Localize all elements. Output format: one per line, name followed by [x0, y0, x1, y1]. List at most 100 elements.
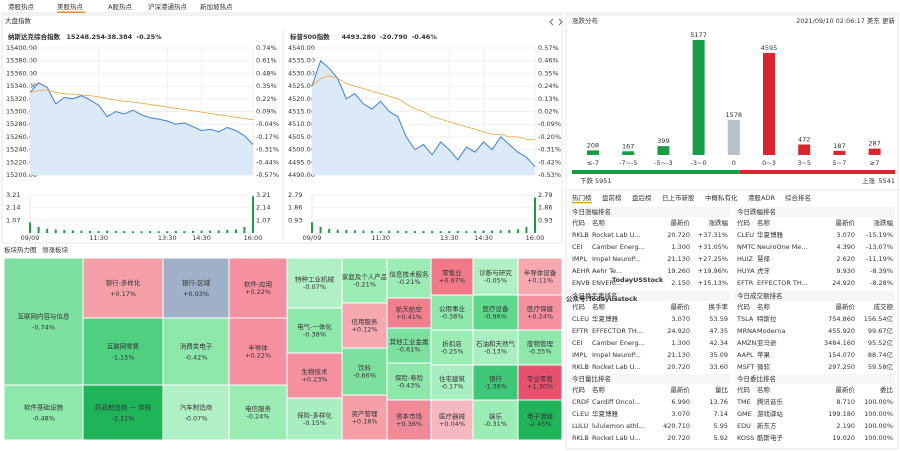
- sector-tile[interactable]: [517, 364, 563, 401]
- table-cell[interactable]: ENVERI...: [592, 279, 622, 287]
- table-cell[interactable]: Rocket Lab U...: [592, 363, 641, 371]
- table-cell[interactable]: TME: [736, 398, 751, 406]
- sector-tile[interactable]: [228, 384, 288, 441]
- sector-tile[interactable]: [430, 364, 474, 401]
- sector-tile[interactable]: [517, 399, 563, 441]
- table-cell[interactable]: 虎牙: [757, 266, 771, 275]
- rank-tab[interactable]: 盘后榜: [632, 193, 652, 202]
- table-cell[interactable]: EDU: [737, 422, 751, 430]
- sector-tile[interactable]: [82, 317, 164, 386]
- sector-tile[interactable]: [162, 317, 230, 386]
- table-cell[interactable]: EFFECTOR TH...: [757, 279, 808, 287]
- table-cell[interactable]: Impel NeuroP...: [592, 255, 641, 263]
- table-cell[interactable]: EFFECTOR TH...: [592, 327, 643, 335]
- table-cell[interactable]: AMZN: [737, 339, 757, 347]
- heatmap-tab[interactable]: 板块热力图: [4, 245, 37, 254]
- table-cell[interactable]: NMTC: [737, 243, 756, 251]
- table-cell[interactable]: IMPL: [572, 351, 587, 359]
- table-cell[interactable]: MSFT: [737, 363, 754, 371]
- sector-tile[interactable]: [430, 294, 474, 331]
- top-tab[interactable]: 美股热点: [57, 2, 84, 11]
- sector-tile[interactable]: [228, 257, 288, 319]
- table-cell[interactable]: CLEU: [572, 315, 589, 323]
- table-cell[interactable]: NeuroOne Me...: [757, 243, 808, 251]
- table-cell[interactable]: 游戏驿站: [757, 409, 784, 418]
- sector-change: -0.07%: [185, 415, 208, 423]
- table-cell[interactable]: 华夏博雅: [757, 230, 784, 239]
- table-cell[interactable]: RKLB: [572, 434, 589, 442]
- table-cell[interactable]: 慧择: [757, 254, 771, 263]
- table-cell[interactable]: KOSS: [737, 434, 754, 442]
- table-cell[interactable]: Impel NeuroP...: [592, 351, 641, 359]
- sector-tile[interactable]: [430, 399, 474, 441]
- table-cell[interactable]: CLEU: [572, 410, 589, 418]
- table-cell[interactable]: Camber Energ...: [592, 339, 645, 347]
- top-tab[interactable]: A股热点: [108, 2, 132, 11]
- table-cell[interactable]: ENVB: [572, 279, 590, 287]
- distribution-bar: [657, 146, 670, 155]
- table-cell[interactable]: EFTR: [572, 327, 589, 335]
- table-cell[interactable]: 微软: [757, 362, 771, 371]
- table-cell[interactable]: RKLB: [572, 363, 589, 371]
- sector-tile[interactable]: [82, 384, 164, 441]
- table-cell[interactable]: 华夏博雅: [592, 314, 619, 323]
- sector-tile[interactable]: [341, 394, 388, 441]
- top-tab[interactable]: 港股热点: [8, 2, 35, 11]
- table-cell[interactable]: CEI: [572, 243, 583, 251]
- table-cell[interactable]: 腾讯音乐: [757, 397, 784, 406]
- table-cell[interactable]: AEHR: [572, 267, 590, 275]
- rank-tab[interactable]: 热门榜: [572, 193, 592, 202]
- top-tab[interactable]: 新加坡热点: [200, 2, 233, 11]
- table-cell[interactable]: EFTR: [737, 279, 754, 287]
- table-cell[interactable]: Rocket Lab U...: [592, 231, 641, 239]
- index-pct: -0.46%: [412, 33, 438, 41]
- table-cell[interactable]: GME: [737, 410, 752, 418]
- sector-tile[interactable]: [386, 399, 432, 441]
- table-cell[interactable]: LULU: [572, 422, 588, 430]
- table-cell[interactable]: RKLB: [572, 231, 589, 239]
- rank-tab[interactable]: 港股ADR: [748, 193, 775, 202]
- table-cell[interactable]: CLEU: [737, 231, 754, 239]
- rank-tab[interactable]: 盘前榜: [602, 193, 622, 202]
- sector-tile[interactable]: [162, 257, 230, 319]
- table-cell[interactable]: Camber Energ...: [592, 243, 645, 251]
- table-cell[interactable]: Moderna: [757, 327, 785, 335]
- rank-tab[interactable]: 综合排名: [785, 193, 811, 202]
- table-cell[interactable]: 亚马逊: [757, 338, 777, 347]
- sector-tile[interactable]: [286, 257, 343, 309]
- table-cell[interactable]: MRNA: [737, 327, 757, 335]
- table-cell[interactable]: HUYA: [737, 267, 755, 275]
- rank-tab[interactable]: 已上市新股: [662, 193, 695, 202]
- volume-bar: [166, 231, 169, 233]
- sector-tile[interactable]: [82, 257, 164, 319]
- table-cell[interactable]: 酷斯电子: [757, 433, 784, 442]
- sector-tile[interactable]: [3, 384, 84, 441]
- table-cell[interactable]: lululemon athl...: [592, 422, 645, 430]
- table-cell[interactable]: AAPL: [737, 351, 754, 359]
- table-cell[interactable]: CEI: [572, 339, 583, 347]
- top-tab[interactable]: 沪深港通热点: [148, 2, 188, 11]
- sector-name: 银行-多样化: [106, 278, 141, 287]
- table-cell[interactable]: HUIZ: [737, 255, 754, 263]
- sector-tile[interactable]: [386, 297, 432, 329]
- table-cell[interactable]: 新东方: [757, 421, 777, 430]
- table-cell[interactable]: 特斯拉: [757, 314, 777, 323]
- table-cell[interactable]: 华夏博雅: [592, 409, 619, 418]
- sector-tile[interactable]: [3, 257, 84, 386]
- table-cell[interactable]: CRDF: [572, 398, 590, 406]
- table-cell[interactable]: TSLA: [736, 315, 754, 323]
- sector-tile[interactable]: [386, 327, 432, 364]
- index-name: 标普500指数: [289, 32, 330, 41]
- pager-icons[interactable]: [549, 18, 563, 26]
- sector-tile[interactable]: [162, 384, 230, 441]
- sector-tile[interactable]: [517, 294, 563, 331]
- table-cell[interactable]: Aehr Te...: [592, 267, 622, 275]
- rank-tab[interactable]: 中概私有化: [705, 193, 738, 202]
- sector-tile[interactable]: [472, 257, 519, 296]
- heatmap-tab[interactable]: 领涨板块: [42, 245, 69, 254]
- table-cell[interactable]: 苹果: [757, 350, 771, 359]
- table-cell[interactable]: IMPL: [572, 255, 587, 263]
- table-cell[interactable]: Rocket Lab U...: [592, 434, 641, 442]
- table-cell[interactable]: Cardiff Oncol...: [592, 398, 640, 406]
- sector-tile[interactable]: [386, 257, 432, 299]
